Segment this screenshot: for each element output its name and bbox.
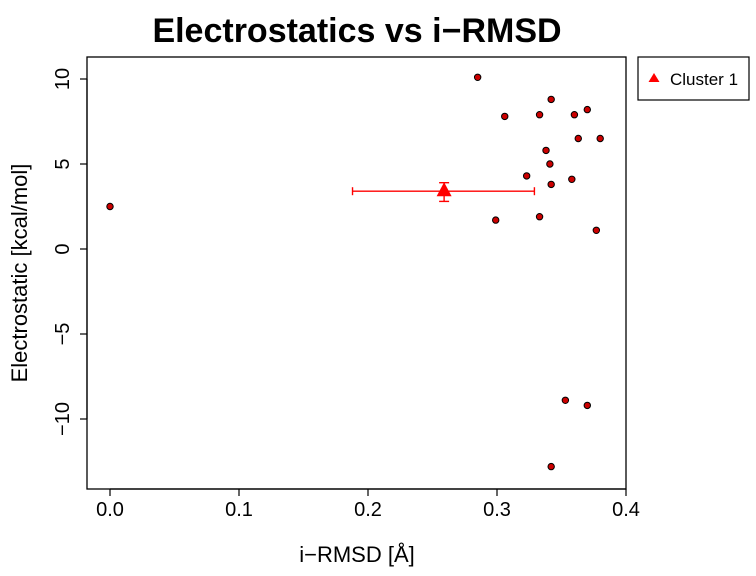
data-point [106,202,114,211]
data-point [570,111,579,119]
chart-title: Electrostatics vs i−RMSD [152,12,561,50]
data-point [547,180,555,189]
y-axis-label: Electrostatic [kcal/mol] [7,164,32,383]
x-tick-label: 0.0 [96,499,124,521]
data-point [583,401,591,410]
x-tick-label: 0.2 [354,499,382,521]
data-point [574,134,582,143]
plot-area [86,56,627,490]
data-point [501,112,509,121]
data-point [522,172,531,180]
data-point [547,462,555,471]
data-point [596,134,604,143]
x-tick-label: 0.1 [225,499,253,521]
y-tick-label: 5 [52,158,74,169]
x-tick-label: 0.4 [612,499,640,521]
data-point [535,111,544,119]
data-point [473,73,482,82]
data-point [561,396,570,404]
x-axis: 0.0 0.1 0.2 0.3 0.4 [96,488,640,521]
data-point [592,226,601,235]
data-point [546,160,554,168]
data-point [583,105,591,114]
data-point [535,213,544,221]
data-point [547,95,555,104]
legend-marker-triangle-icon [648,73,660,82]
data-points [106,73,604,471]
data-point [568,175,576,184]
data-point [492,216,500,224]
y-tick-label: −5 [52,323,74,346]
cluster-marker-triangle [436,182,452,197]
legend-box [637,56,750,101]
legend-label-cluster-1: Cluster 1 [670,70,738,89]
data-point [542,146,550,155]
x-axis-label: i−RMSD [Å] [299,542,415,567]
y-tick-label: −10 [52,402,74,436]
y-axis: −10 −5 0 5 10 [52,68,88,436]
cluster-series [351,181,536,203]
y-tick-label: 0 [52,243,74,254]
x-tick-label: 0.3 [483,499,511,521]
y-tick-label: 10 [52,68,74,90]
legend: Cluster 1 [637,56,750,101]
